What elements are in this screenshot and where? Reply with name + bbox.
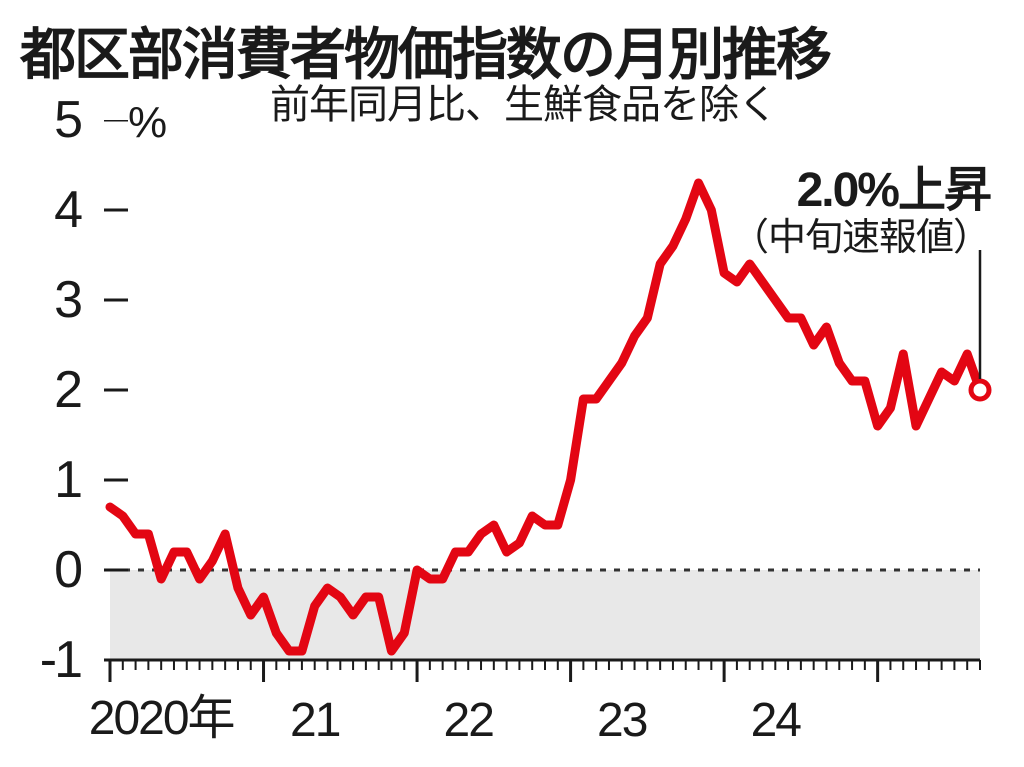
x-tick-label: 23 (597, 693, 646, 748)
y-tick-label: -1 (40, 630, 80, 690)
x-tick-label: 24 (751, 693, 800, 748)
chart-container: % -1012345 2020年21222324 2.0%上昇 （中旬速報値） (20, 120, 1000, 740)
annotation-sub: （中旬速報値） (731, 206, 990, 261)
y-tick-label: 4 (54, 180, 80, 240)
y-tick-label: 5 (54, 90, 80, 150)
y-tick-label: 1 (54, 450, 80, 510)
y-tick-label: 0 (54, 540, 80, 600)
x-tick-label: 22 (444, 693, 493, 748)
y-unit-label: % (128, 98, 167, 148)
x-tick-label: 21 (290, 693, 339, 748)
y-tick-label: 3 (54, 270, 80, 330)
x-tick-label: 2020年 (89, 678, 234, 748)
y-tick-label: 2 (54, 360, 80, 420)
